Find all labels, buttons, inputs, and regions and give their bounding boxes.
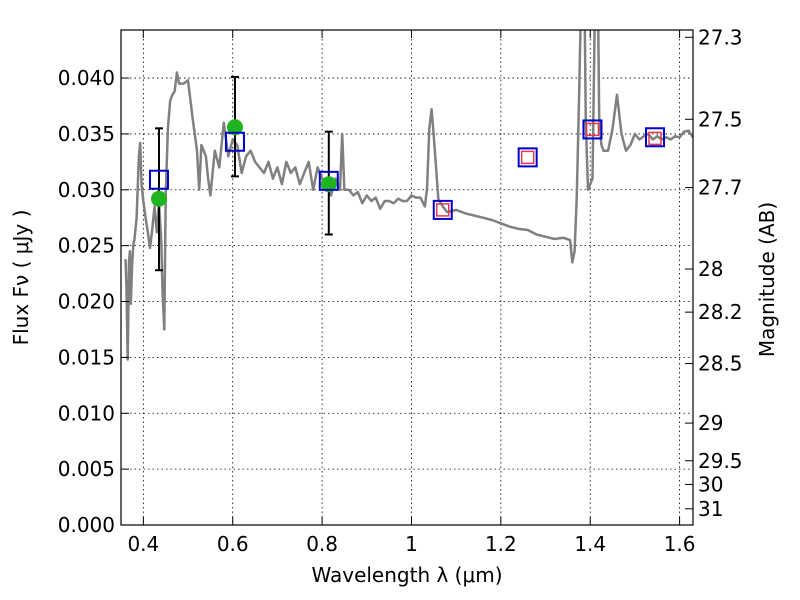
y2-tick-label: 31 [698,497,723,521]
y2-tick-label: 29 [698,411,723,435]
y-tick-label: 0.015 [58,345,115,369]
y-tick-label: 0.035 [58,122,115,146]
y-axis-title: Flux Fν ( μJy ) [9,210,33,346]
y2-tick-label: 29.5 [698,449,743,473]
x-tick-label: 1.6 [664,532,696,556]
observed-point [224,131,245,152]
y2-tick-label: 28 [698,257,723,281]
model-point [585,122,600,137]
y2-tick-label: 27.5 [698,107,743,131]
observed-point [517,147,538,168]
y-tick-label: 0.005 [58,457,115,481]
y2-tick-label: 30 [698,472,723,496]
y-tick-label: 0.030 [58,178,115,202]
y-tick-label: 0.040 [58,66,115,90]
y2-tick-label: 28.5 [698,352,743,376]
detection-point [150,190,167,207]
model-point [648,131,662,146]
grid [121,30,693,526]
x-tick-label: 1.2 [485,532,517,556]
y2-tick-label: 27.3 [698,25,743,49]
y-tick-label: 0.000 [58,513,115,537]
spectrum-line [124,30,693,361]
observed-point [148,169,169,190]
y2-tick-label: 27.7 [698,176,743,200]
photometry-markers [148,119,666,220]
x-tick-label: 0.4 [127,532,159,556]
observed-point [645,127,666,148]
detection-point [226,119,243,136]
plot-frame [120,29,694,526]
axis-ticks: 0.4 0.6 0.8 1 1.2 1.4 1.6 0.000 0.005 0.010 0.015 0… [58,25,743,556]
x-tick-label: 1 [405,532,418,556]
x-tick-label: 0.8 [306,532,338,556]
detection-point [320,176,337,193]
model-point [520,150,535,165]
y-tick-label: 0.010 [58,401,115,425]
y-tick-label: 0.020 [58,290,115,314]
y-tick-label: 0.025 [58,234,115,258]
x-axis-title: Wavelength λ (μm) [311,563,502,587]
y2-axis-title: Magnitude (AB) [755,202,779,357]
observed-point [318,170,339,191]
spectrum-series [124,30,693,361]
x-tick-label: 1.4 [574,532,606,556]
model-point [436,203,450,217]
x-tick-label: 0.6 [217,532,249,556]
observed-point [582,119,603,140]
y2-tick-label: 28.2 [698,300,743,324]
observed-point [432,199,453,220]
